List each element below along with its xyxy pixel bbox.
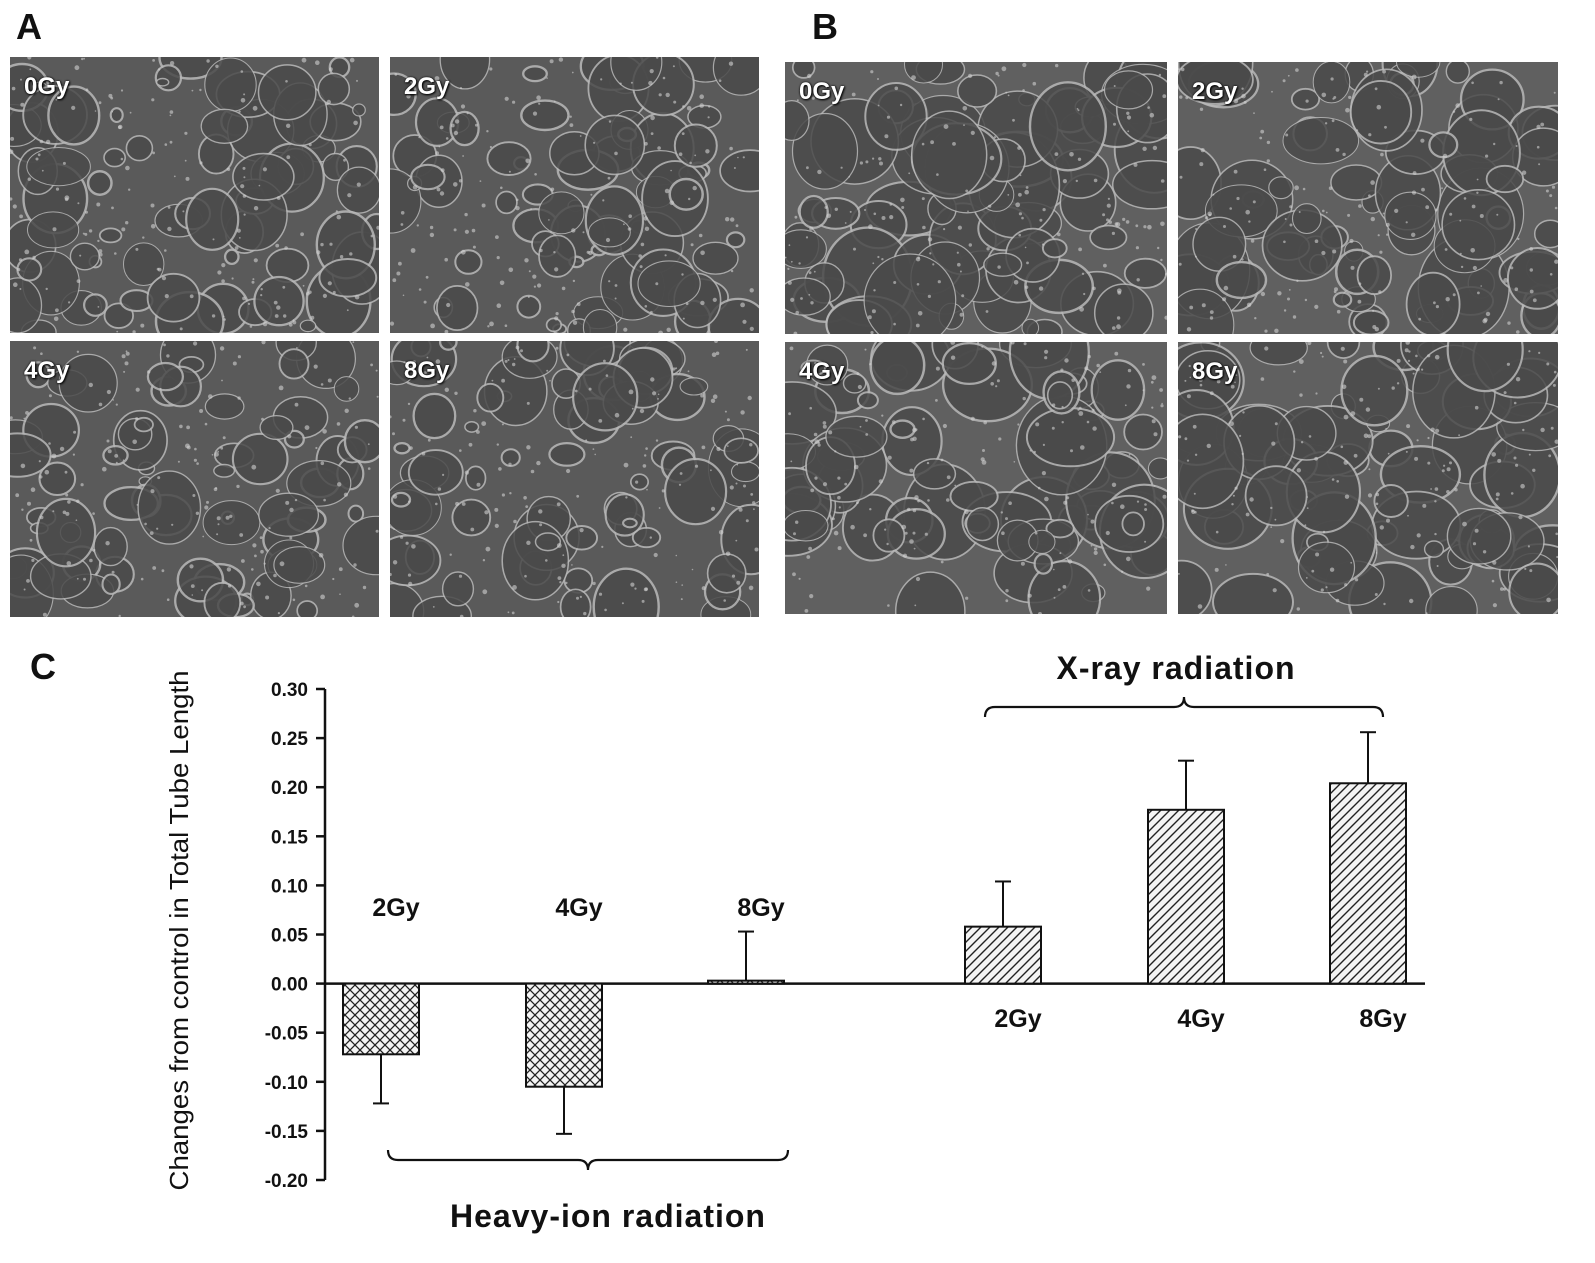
micrograph-b-4gy-label: 4Gy — [799, 358, 845, 385]
micrograph-b-0gy-label: 0Gy — [799, 78, 845, 105]
y-tick-label: 0.10 — [271, 876, 308, 897]
bar-heavy-ion-4gy — [525, 982, 603, 1088]
chart-labels: Changes from control in Total Tube Lengt… — [164, 650, 1407, 1234]
panel-b-letter: B — [812, 6, 838, 47]
category-label: 2Gy — [372, 894, 419, 922]
y-tick-label: 0.15 — [271, 827, 308, 848]
bar-x-ray-4gy — [1147, 808, 1225, 985]
cell-network-texture — [785, 342, 1167, 614]
category-label: 4Gy — [1177, 1005, 1224, 1033]
tube-length-bar-chart: 0.30 0.25 0.20 0.15 0.10 0.05 0.00 -0.05 -0.10 -0… — [164, 650, 1425, 1234]
micrograph-a-0gy-label: 0Gy — [24, 73, 70, 100]
y-tick-label: 0.30 — [271, 680, 308, 701]
micrograph-b-4gy: 4Gy — [785, 342, 1167, 614]
chart-bars — [342, 731, 1407, 1135]
category-label: 8Gy — [1359, 1005, 1406, 1033]
chart-axis: 0.30 0.25 0.20 0.15 0.10 0.05 0.00 -0.05 -0.10 -0… — [265, 680, 1425, 1192]
micrograph-a-2gy: 2Gy — [390, 57, 759, 333]
micrograph-a-4gy-label: 4Gy — [24, 357, 70, 384]
micrograph-b-8gy-label: 8Gy — [1192, 358, 1238, 385]
category-label: 4Gy — [555, 894, 602, 922]
group-label-x-ray: X-ray radiation — [1056, 650, 1295, 686]
bar-x-ray-2gy — [964, 925, 1042, 985]
y-tick-label: 0.05 — [271, 926, 308, 947]
y-tick-label: -0.15 — [265, 1122, 309, 1143]
cell-network-texture — [390, 341, 759, 617]
x-ray-brace — [983, 696, 1385, 718]
bar-x-ray-8gy — [1329, 782, 1407, 985]
y-axis-title: Changes from control in Total Tube Lengt… — [164, 671, 194, 1191]
category-label: 8Gy — [737, 894, 784, 922]
category-label: 2Gy — [994, 1005, 1041, 1033]
panel-c-letter: C — [30, 646, 56, 687]
micrograph-b-2gy-label: 2Gy — [1192, 78, 1238, 105]
y-tick-label: -0.05 — [265, 1024, 309, 1045]
cell-network-texture — [390, 57, 759, 333]
y-tick-label: -0.20 — [265, 1171, 308, 1192]
y-tick-label: 0.00 — [271, 975, 308, 996]
micrograph-b-8gy: 8Gy — [1178, 342, 1558, 614]
cell-network-texture — [785, 62, 1167, 334]
cell-network-texture — [1178, 342, 1558, 614]
bar-heavy-ion-2gy — [342, 982, 420, 1056]
panel-a-letter: A — [16, 6, 42, 47]
cell-network-texture — [10, 341, 379, 617]
heavy-ion-brace — [386, 1149, 790, 1171]
group-label-heavy-ion: Heavy-ion radiation — [450, 1198, 766, 1234]
micrograph-b-0gy: 0Gy — [785, 62, 1167, 334]
micrograph-a-2gy-label: 2Gy — [404, 73, 450, 100]
y-tick-label: 0.20 — [271, 778, 308, 799]
y-tick-label: -0.10 — [265, 1073, 308, 1094]
micrograph-a-8gy-label: 8Gy — [404, 357, 450, 384]
micrograph-a-4gy: 4Gy — [10, 341, 379, 617]
micrograph-a-8gy: 8Gy — [390, 341, 759, 617]
cell-network-texture — [10, 57, 379, 333]
y-tick-label: 0.25 — [271, 729, 308, 750]
bar-heavy-ion-8gy — [707, 979, 785, 985]
cell-network-texture — [1178, 62, 1558, 334]
micrograph-a-0gy: 0Gy — [10, 57, 379, 333]
micrograph-b-2gy: 2Gy — [1178, 62, 1558, 334]
